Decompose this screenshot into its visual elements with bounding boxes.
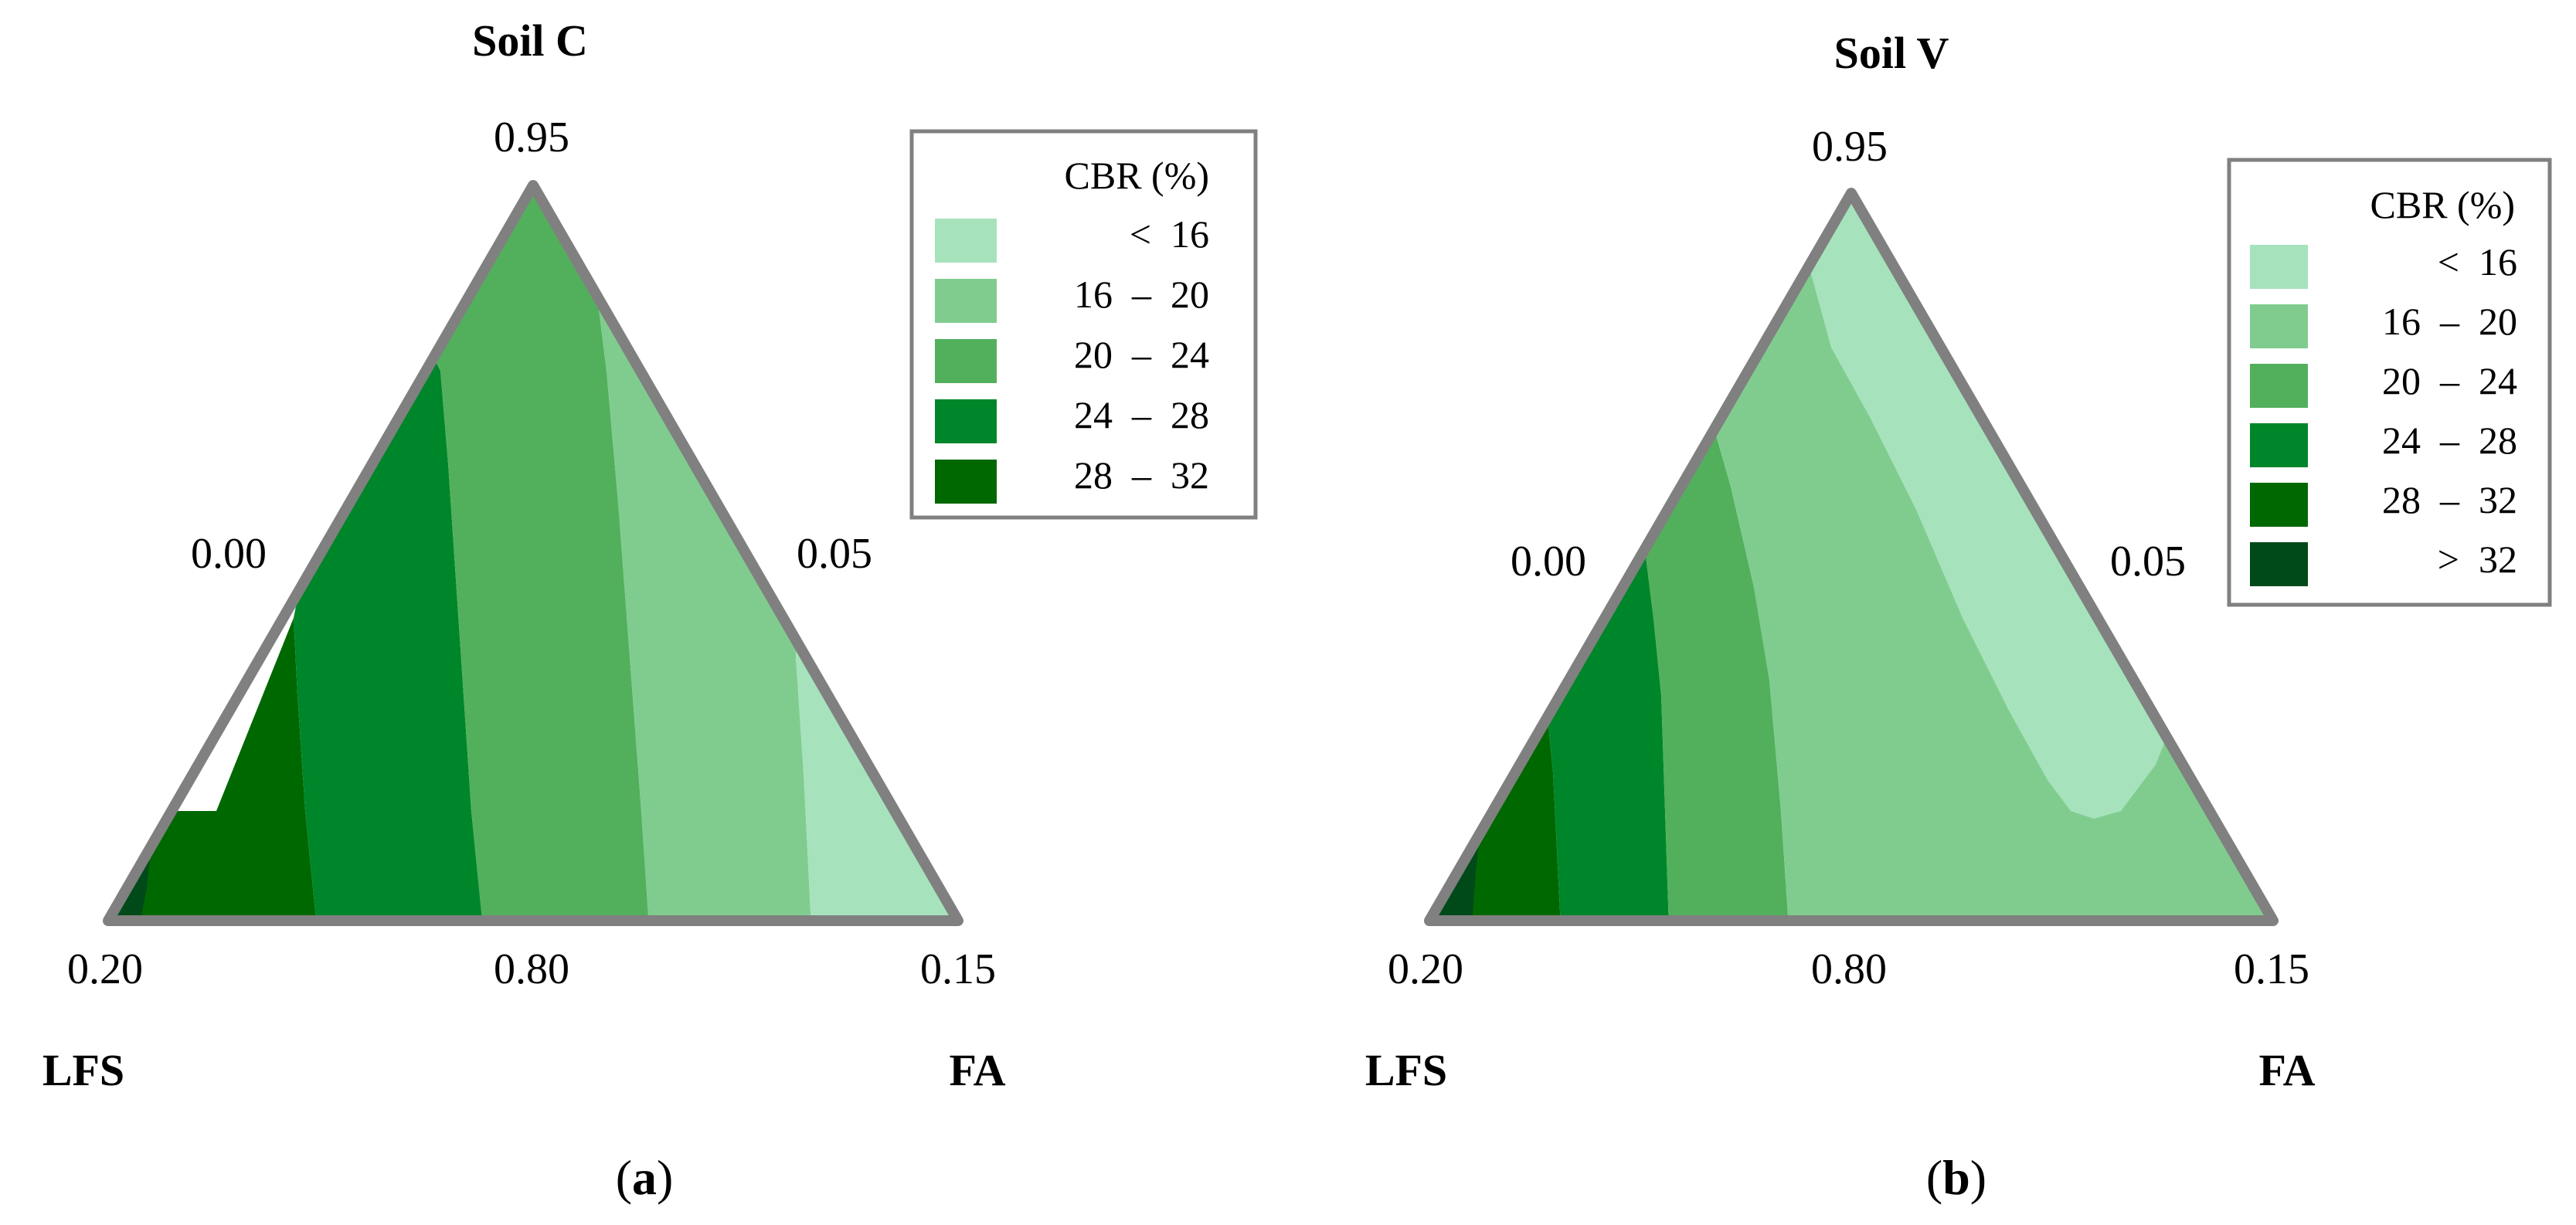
panel-a-band-28-32 bbox=[139, 618, 317, 921]
panel-a-legend-box bbox=[909, 129, 1258, 520]
panel-b-legend-label-4: 28 – 32 bbox=[2382, 478, 2517, 521]
panel-a-lfs-label: LFS bbox=[42, 1045, 124, 1095]
panel-a-left-vertex-label: 0.20 bbox=[67, 945, 143, 993]
panel-a-legend-swatch-3 bbox=[935, 399, 997, 443]
panel-b-top-vertex-label: 0.95 bbox=[1812, 123, 1888, 171]
panel-a-triangle-outline bbox=[103, 180, 963, 926]
panel-a-legend-label-0: < 16 bbox=[1130, 212, 1209, 256]
panel-a-letter: a bbox=[632, 1150, 657, 1205]
panel-b-label: (b) bbox=[1926, 1150, 1986, 1205]
panel-a-band-20-24 bbox=[433, 185, 649, 921]
panel-a-legend-label-1: 16 – 20 bbox=[1074, 273, 1209, 316]
panel-b-legend-swatch-1 bbox=[2250, 304, 2308, 348]
panel-a-legend: CBR (%) < 16 16 – 20 20 – 24 24 – 28 28 … bbox=[909, 129, 1258, 520]
panel-b-triangle-outline bbox=[1424, 188, 2279, 926]
panel-b-band-24-28 bbox=[1545, 556, 1669, 921]
panel-b-band-20-24 bbox=[1646, 433, 1789, 921]
panel-b-left-edge-label: 0.00 bbox=[1511, 538, 1586, 585]
panel-a-legend-swatch-4 bbox=[935, 460, 997, 504]
panel-b-legend-title: CBR (%) bbox=[2370, 183, 2516, 226]
panel-a-legend-label-2: 20 – 24 bbox=[1074, 333, 1209, 376]
panel-b: Soil V 0.95 0.00 0.05 0.20 0.80 0.15 LFS… bbox=[1365, 28, 2552, 1205]
panel-b-left-vertex-label: 0.20 bbox=[1388, 945, 1463, 993]
panel-b-band-28-32 bbox=[1472, 695, 1561, 921]
panel-b-band-lt16 bbox=[1808, 193, 2171, 819]
panel-b-legend-swatch-2 bbox=[2250, 364, 2308, 408]
panel-a-legend-label-4: 28 – 32 bbox=[1074, 453, 1209, 497]
panel-b-legend-label-1: 16 – 20 bbox=[2382, 300, 2517, 343]
panel-a-legend-swatch-0 bbox=[935, 219, 997, 263]
panel-a-bottom-mid-label: 0.80 bbox=[494, 945, 569, 993]
panel-a-top-vertex-label: 0.95 bbox=[494, 114, 569, 161]
panel-a-legend-swatch-1 bbox=[935, 279, 997, 323]
panel-a-legend-label-3: 24 – 28 bbox=[1074, 393, 1209, 436]
panel-a-title: Soil C bbox=[472, 15, 588, 66]
panel-b-fa-label: FA bbox=[2258, 1045, 2315, 1095]
panel-b-contours bbox=[1429, 193, 2273, 921]
panel-a-right-vertex-label: 0.15 bbox=[920, 945, 996, 993]
panel-b-bottom-mid-label: 0.80 bbox=[1811, 945, 1887, 993]
panel-b-lfs-label: LFS bbox=[1365, 1045, 1447, 1095]
panel-a-left-edge-label: 0.00 bbox=[191, 530, 267, 578]
panel-b-legend-swatch-3 bbox=[2250, 423, 2308, 467]
panel-b-legend-label-0: < 16 bbox=[2438, 240, 2517, 283]
panel-b-legend-label-3: 24 – 28 bbox=[2382, 419, 2517, 462]
panel-b-legend: CBR (%) < 16 16 – 20 20 – 24 24 – 28 28 … bbox=[2227, 158, 2552, 607]
panel-b-legend-label-2: 20 – 24 bbox=[2382, 359, 2517, 402]
panel-a-legend-swatch-2 bbox=[935, 339, 997, 383]
panel-b-title: Soil V bbox=[1834, 28, 1949, 78]
panel-b-legend-swatch-5 bbox=[2250, 542, 2308, 586]
panel-b-legend-swatch-0 bbox=[2250, 245, 2308, 289]
panel-a-right-edge-label: 0.05 bbox=[797, 530, 872, 578]
panel-b-right-vertex-label: 0.15 bbox=[2234, 945, 2309, 993]
panel-a-label: (a) bbox=[616, 1150, 674, 1205]
panel-a-band-lt16 bbox=[796, 541, 958, 921]
panel-b-legend-label-5: > 32 bbox=[2438, 538, 2517, 581]
panel-a: Soil C 0.95 0.00 0.05 0.20 0.80 0.15 LFS… bbox=[42, 15, 1258, 1205]
panel-b-letter: b bbox=[1942, 1150, 1970, 1205]
panel-a-fa-label: FA bbox=[949, 1045, 1005, 1095]
panel-b-legend-swatch-4 bbox=[2250, 483, 2308, 527]
panel-a-legend-title: CBR (%) bbox=[1065, 154, 1210, 197]
panel-b-right-edge-label: 0.05 bbox=[2110, 538, 2186, 585]
